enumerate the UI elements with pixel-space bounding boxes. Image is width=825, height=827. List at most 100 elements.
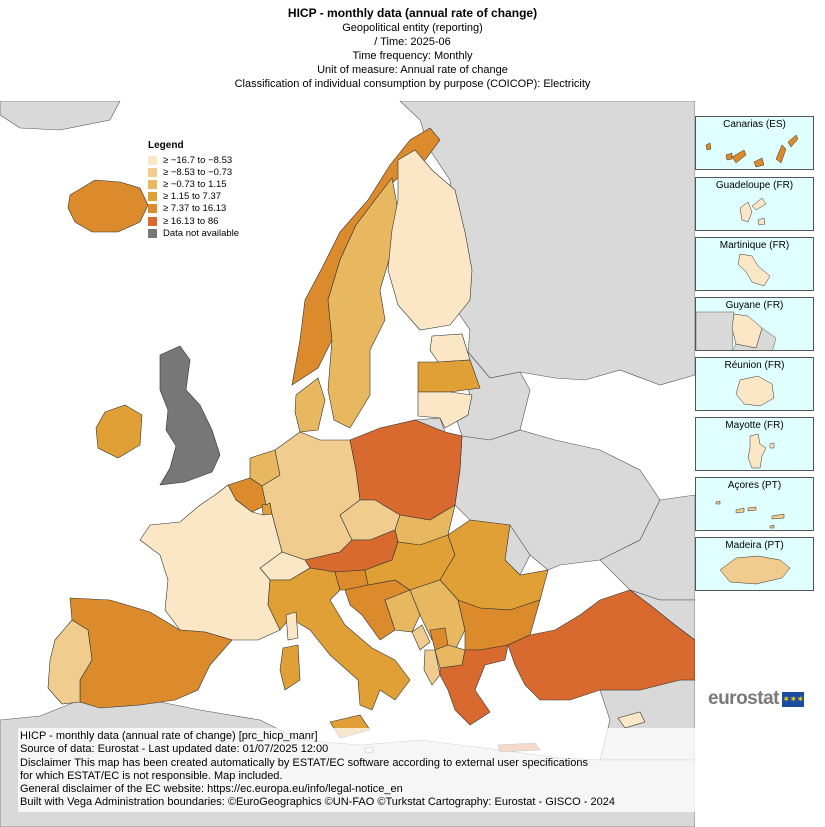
subtitle-unit: Unit of measure: Annual rate of change (317, 64, 508, 76)
legend-title: Legend (148, 140, 184, 151)
europe-map (0, 101, 695, 827)
country-finland (387, 149, 473, 331)
inset-guadeloupe-map (739, 197, 767, 226)
footer-dataset: HICP - monthly data (annual rate of chan… (20, 730, 318, 742)
legend-swatch (148, 179, 157, 189)
legend-label: ≥ −16.7 to −8.53 (163, 154, 233, 166)
legend-label: ≥ 7.37 to 16.13 (163, 203, 227, 215)
country-latvia (417, 359, 481, 393)
island (775, 144, 787, 164)
inset-mayotte: Mayotte (FR) (695, 417, 814, 471)
inset-label: Açores (PT) (727, 480, 782, 491)
island (747, 506, 757, 512)
legend-item: Data not available (148, 227, 239, 239)
map-header: HICP - monthly data (annual rate of chan… (0, 6, 825, 91)
subtitle-coicop: Classification of individual consumption… (234, 78, 591, 90)
island (747, 433, 767, 469)
footer-credits: Built with Vega Administration boundarie… (20, 796, 615, 809)
island (739, 201, 753, 223)
inset-label: Mayotte (FR) (725, 420, 784, 431)
island (725, 152, 733, 161)
legend-swatch (148, 216, 157, 226)
legend-item: ≥ −8.53 to −0.73 (148, 166, 239, 178)
map-footer: HICP - monthly data (annual rate of chan… (18, 728, 800, 812)
logo-text: eurostat (708, 688, 779, 709)
island (771, 513, 785, 520)
eurostat-logo: eurostat ✶✶✶ (708, 688, 804, 710)
country-iceland (67, 179, 149, 233)
legend-swatch (148, 228, 157, 238)
inset-canarias-map (705, 134, 799, 168)
country-france-corsica (285, 611, 299, 641)
country-united-kingdom (159, 345, 221, 486)
neighbour-land (696, 311, 735, 350)
country-cyprus (617, 711, 646, 729)
inset-label: Guadeloupe (FR) (715, 180, 794, 191)
greenland-edge (0, 101, 121, 131)
footer-disclaimer: Disclaimer This map has been created aut… (20, 756, 588, 769)
inset-label: Guyane (FR) (725, 300, 784, 311)
island (705, 142, 712, 151)
island (735, 507, 745, 514)
inset-acores-map (715, 500, 785, 529)
inset-mayotte-map (747, 433, 775, 469)
island (731, 149, 747, 164)
island (719, 555, 791, 585)
map-legend: Legend ≥ −16.7 to −8.53 ≥ −8.53 to −0.73… (148, 140, 239, 239)
country-lithuania (417, 391, 473, 429)
legend-label: ≥ 1.15 to 7.37 (163, 191, 222, 203)
inset-reunion: Réunion (FR) (695, 357, 814, 411)
country-albania (423, 649, 441, 686)
country-montenegro (411, 624, 431, 651)
inset-label: Canarias (ES) (723, 119, 786, 130)
island (769, 524, 775, 529)
country-portugal (47, 619, 93, 705)
inset-reunion-map (735, 375, 775, 407)
country-sweden (327, 177, 399, 429)
island (715, 500, 721, 505)
country-italy-sardinia (279, 644, 301, 691)
footer-disclaimer-cont: for which ESTAT/EC is not responsible. M… (20, 769, 283, 782)
legend-item: ≥ −16.7 to −8.53 (148, 154, 239, 166)
inset-guyane-map (696, 311, 777, 350)
inset-martinique: Martinique (FR) (695, 237, 814, 291)
legend-swatch (148, 155, 157, 165)
island (735, 375, 775, 407)
island (757, 217, 766, 226)
subtitle-frequency: Time frequency: Monthly (352, 50, 473, 62)
legend-swatch (148, 167, 157, 177)
inset-guyane: Guyane (FR) (695, 297, 814, 351)
inset-guadeloupe: Guadeloupe (FR) (695, 177, 814, 231)
legend-item: ≥ 16.13 to 86 (148, 215, 239, 227)
island (753, 157, 765, 168)
map-title: HICP - monthly data (annual rate of chan… (287, 6, 538, 20)
inset-martinique-map (737, 253, 771, 287)
inset-label: Réunion (FR) (724, 360, 785, 371)
country-ireland (95, 404, 143, 459)
country-turkey (507, 589, 695, 701)
subtitle-time: / Time: 2025-06 (374, 36, 451, 48)
inset-madeira-map (719, 555, 791, 585)
inset-madeira: Madeira (PT) (695, 537, 814, 591)
legend-label: Data not available (163, 227, 240, 239)
subtitle-geo: Geopolitical entity (reporting) (342, 22, 483, 34)
island (769, 442, 775, 449)
legend-swatch (148, 192, 157, 202)
footer-source: Source of data: Eurostat - Last updated … (20, 743, 329, 756)
territory (731, 313, 763, 349)
inset-canarias: Canarias (ES) (695, 116, 814, 170)
country-serbia (409, 579, 466, 651)
inset-acores: Açores (PT) (695, 477, 814, 531)
footer-legal: General disclaimer of the EC website: ht… (20, 783, 403, 796)
legend-label: ≥ −8.53 to −0.73 (163, 166, 233, 178)
eu-flag-icon: ✶✶✶ (781, 691, 804, 707)
island (751, 197, 767, 211)
legend-label: ≥ 16.13 to 86 (163, 215, 219, 227)
inset-label: Martinique (FR) (719, 240, 790, 251)
legend-label: ≥ −0.73 to 1.15 (163, 178, 227, 190)
country-north-macedonia (434, 644, 466, 669)
country-greece (439, 644, 509, 726)
legend-swatch (148, 204, 157, 214)
country-denmark (294, 377, 326, 433)
country-bosnia (384, 589, 421, 633)
